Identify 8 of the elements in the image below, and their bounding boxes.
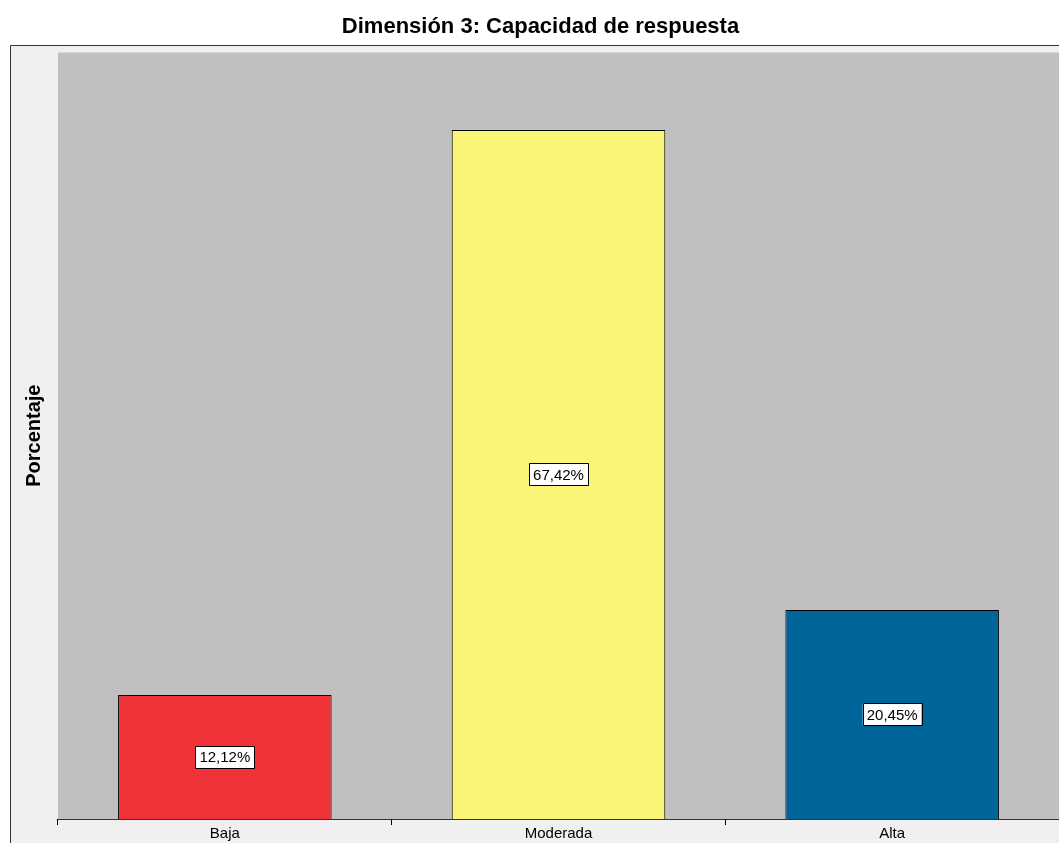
data-label: 67,42% [533,465,584,483]
data-label: 20,45% [866,705,918,723]
x-tick-label: Moderada [524,824,593,842]
x-tick-label: Alta [879,824,906,842]
chart-title: Dimensión 3: Capacidad de respuesta [341,13,740,39]
y-axis-title: Porcentaje [21,384,44,487]
data-label: 12,12% [199,748,251,766]
x-tick-label: Baja [209,824,241,842]
